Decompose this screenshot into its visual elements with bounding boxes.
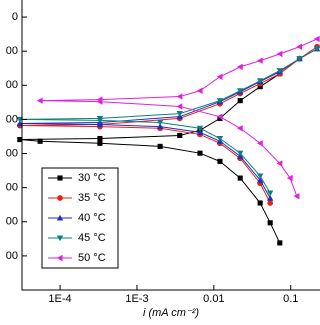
x-tick-label: 0.01 — [203, 293, 224, 305]
marker — [276, 160, 283, 167]
y-tick-label: 00 — [6, 45, 18, 57]
x-tick-label: 1E-3 — [125, 293, 148, 305]
marker — [256, 57, 263, 64]
marker — [236, 88, 244, 94]
marker — [267, 220, 273, 226]
series-line — [19, 48, 318, 194]
marker — [217, 158, 223, 164]
marker — [276, 68, 283, 74]
marker — [216, 113, 223, 120]
x-tick-label: 1E-4 — [48, 293, 71, 305]
marker — [266, 190, 274, 197]
marker — [57, 195, 63, 201]
marker — [257, 84, 263, 90]
series-line — [19, 46, 318, 204]
y-tick-label: 00 — [6, 250, 18, 262]
marker — [16, 116, 24, 123]
plot-area — [16, 35, 320, 246]
marker — [276, 50, 283, 58]
y-tick-label: 00 — [6, 113, 18, 125]
marker — [216, 98, 224, 104]
marker — [237, 98, 243, 104]
legend-label: 40 °C — [78, 212, 106, 224]
marker — [176, 103, 183, 110]
marker — [257, 200, 263, 206]
x-axis-label: i (mA cm⁻²) — [143, 307, 199, 319]
marker — [176, 93, 183, 100]
y-tick-label: 00 — [6, 79, 18, 91]
y-tick-label: 00 — [6, 216, 18, 228]
marker — [296, 56, 303, 62]
marker — [313, 35, 320, 43]
marker — [17, 136, 23, 143]
marker — [56, 214, 64, 221]
series-line — [19, 48, 318, 199]
marker — [256, 78, 264, 85]
marker — [96, 96, 103, 103]
marker — [256, 173, 264, 180]
marker — [277, 240, 283, 246]
marker — [236, 150, 244, 157]
series — [36, 35, 320, 200]
marker — [97, 140, 103, 146]
y-tick-label: 0 — [12, 11, 18, 23]
marker — [286, 174, 293, 182]
marker — [156, 119, 164, 126]
marker — [36, 97, 43, 104]
marker — [177, 132, 183, 139]
x-tick-label: 0.1 — [283, 293, 298, 305]
legend-label: 35 °C — [78, 192, 106, 204]
marker — [196, 129, 204, 135]
marker — [196, 87, 203, 94]
marker — [296, 43, 303, 50]
series — [16, 46, 320, 197]
marker — [236, 125, 243, 132]
marker — [16, 120, 24, 127]
marker — [157, 143, 163, 149]
y-tick-label: 00 — [6, 147, 18, 159]
marker — [156, 123, 164, 130]
marker — [313, 46, 320, 52]
legend-label: 50 °C — [78, 252, 106, 264]
marker — [256, 140, 263, 147]
marker — [96, 115, 104, 122]
marker — [197, 150, 203, 156]
plot-frame — [21, 0, 320, 291]
marker — [293, 192, 300, 200]
marker — [237, 175, 243, 181]
marker — [236, 63, 243, 71]
marker — [267, 200, 274, 206]
legend: 30 °C 35 °C 40 °C 45 °C 50 °C — [41, 167, 119, 269]
marker — [196, 125, 204, 132]
marker — [37, 138, 43, 144]
marker — [56, 254, 63, 262]
marker — [176, 111, 183, 117]
marker — [266, 195, 274, 201]
marker — [256, 176, 264, 183]
marker — [216, 73, 223, 80]
marker — [56, 235, 64, 242]
legend-label: 45 °C — [78, 232, 106, 244]
marker — [57, 175, 63, 181]
series-line — [40, 38, 318, 197]
y-tick-label: 00 — [6, 182, 18, 194]
marker — [216, 135, 224, 142]
marker — [97, 135, 103, 142]
legend-label: 30 °C — [78, 172, 106, 184]
